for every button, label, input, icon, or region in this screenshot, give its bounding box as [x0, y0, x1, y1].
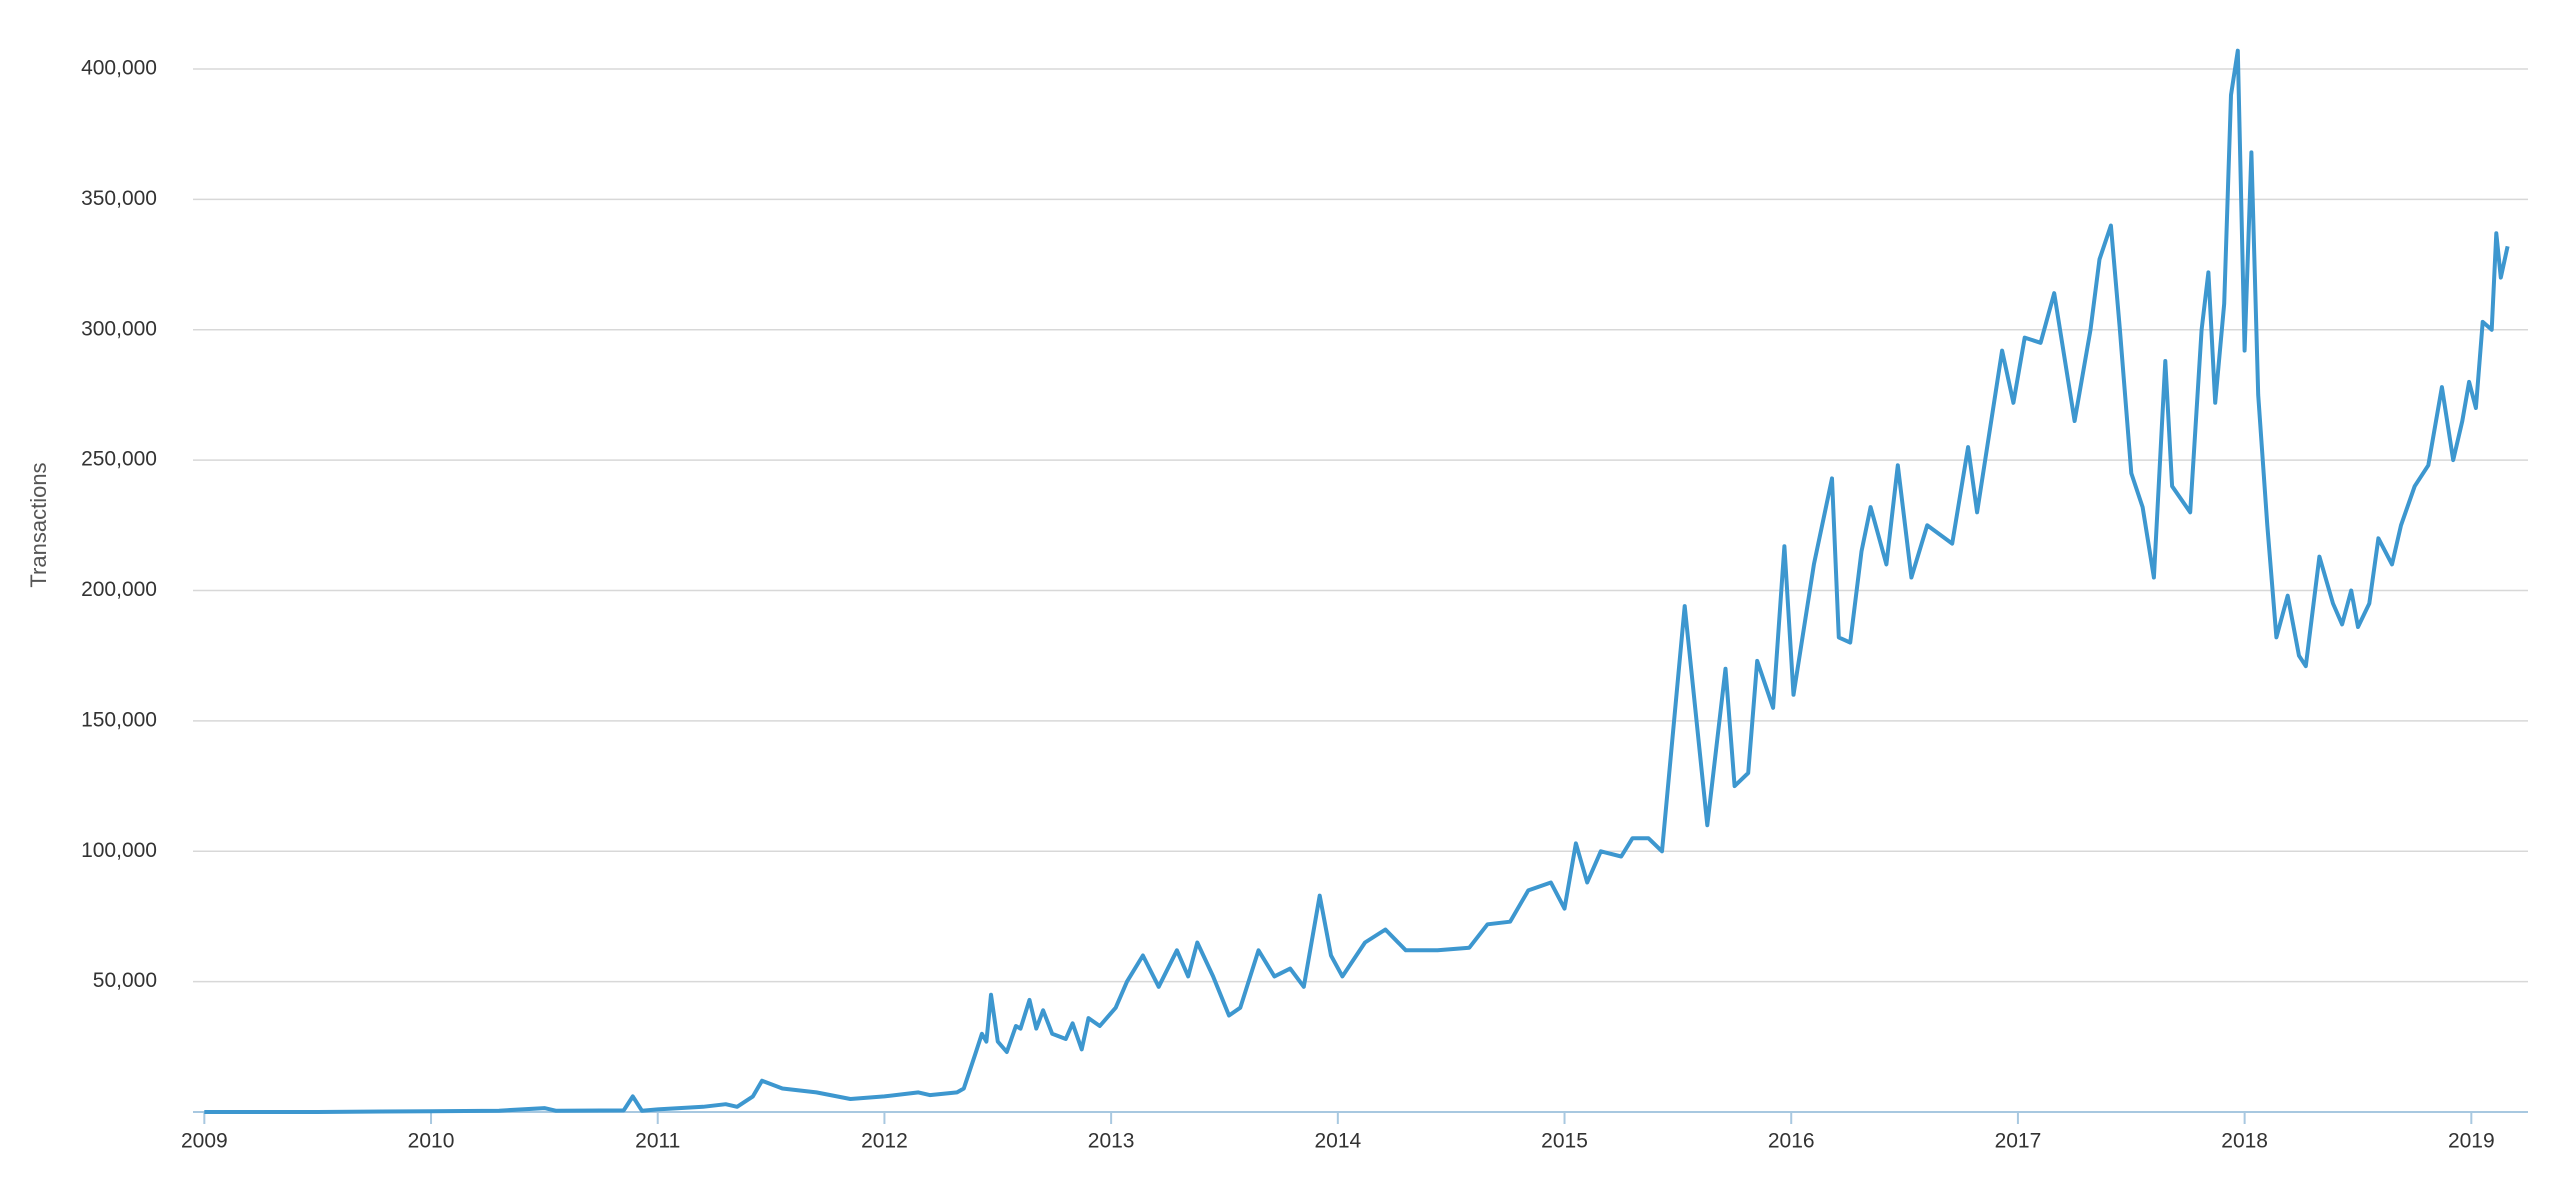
y-axis-title: Transactions [26, 462, 51, 587]
x-tick-label: 2018 [2221, 1130, 2268, 1153]
x-tick-label: 2017 [1995, 1130, 2042, 1153]
x-tick-label: 2016 [1768, 1130, 1815, 1153]
x-tick-label: 2010 [408, 1130, 455, 1153]
y-tick-label: 250,000 [81, 448, 157, 471]
y-tick-label: 350,000 [81, 187, 157, 210]
x-tick-label: 2014 [1314, 1130, 1361, 1153]
y-tick-label: 300,000 [81, 317, 157, 340]
y-tick-label: 200,000 [81, 578, 157, 601]
x-tick-label: 2013 [1088, 1130, 1135, 1153]
x-tick-label: 2009 [181, 1130, 228, 1153]
y-tick-label: 100,000 [81, 839, 157, 862]
x-tick-label: 2015 [1541, 1130, 1588, 1153]
x-tick-label: 2011 [635, 1130, 680, 1153]
x-tick-label: 2012 [861, 1130, 908, 1153]
y-tick-label: 400,000 [81, 57, 157, 80]
data-line [204, 48, 2510, 1114]
y-tick-label: 50,000 [93, 969, 157, 992]
y-tick-label: 150,000 [81, 708, 157, 731]
x-tick-label: 2019 [2448, 1130, 2495, 1153]
